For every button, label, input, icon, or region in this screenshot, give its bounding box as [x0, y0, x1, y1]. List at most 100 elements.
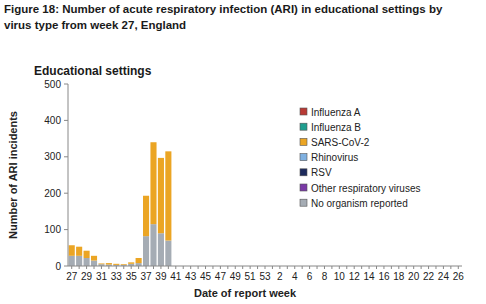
- bar-segment: [150, 142, 156, 224]
- bar-segment: [143, 196, 149, 236]
- x-tick: [79, 266, 80, 269]
- legend-swatch: [300, 169, 307, 176]
- chart: Figure 18: Number of acute respiratory i…: [0, 0, 486, 304]
- x-tick: [175, 266, 176, 269]
- bar-segment: [84, 250, 90, 251]
- bar-segment: [121, 264, 127, 265]
- x-tick: [324, 266, 325, 269]
- bars: [69, 142, 172, 266]
- x-tick: [443, 266, 444, 269]
- x-tick: [250, 266, 251, 269]
- x-tick-label: 27: [66, 271, 78, 282]
- bar-segment: [113, 264, 119, 265]
- legend-label: Other respiratory viruses: [311, 183, 420, 194]
- x-tick-label: 47: [215, 271, 227, 282]
- x-tick: [227, 266, 228, 269]
- bar-segment: [113, 263, 119, 264]
- legend-swatch: [300, 123, 307, 130]
- bar-segment: [113, 264, 119, 265]
- bar-segment: [121, 264, 127, 265]
- bar-segment: [128, 263, 134, 264]
- bar-segment: [91, 256, 97, 261]
- x-tick: [272, 266, 273, 269]
- bar-segment: [150, 142, 156, 143]
- legend-swatch: [300, 199, 307, 206]
- x-tick-label: 41: [170, 271, 182, 282]
- legend-swatch: [300, 154, 307, 161]
- legend-label: SARS-CoV-2: [311, 137, 370, 148]
- title: Figure 18: Number of acute respiratory i…: [4, 3, 443, 31]
- x-tick: [279, 266, 280, 269]
- y-tick: [64, 84, 68, 85]
- y-tick-label: 400: [44, 115, 61, 126]
- bar-segment: [113, 263, 119, 264]
- x-tick: [257, 266, 258, 269]
- x-tick: [421, 266, 422, 269]
- x-tick-label: 43: [185, 271, 197, 282]
- x-tick: [116, 266, 117, 269]
- bar-segment: [136, 257, 142, 258]
- legend-swatch: [300, 138, 307, 145]
- bar-segment: [136, 258, 142, 263]
- legend-label: Influenza B: [311, 122, 361, 133]
- x-tick-label: 4: [292, 271, 298, 282]
- bar-segment: [98, 264, 104, 265]
- bar-segment: [69, 245, 75, 246]
- bar-segment: [158, 158, 164, 233]
- y-tick-label: 500: [44, 79, 61, 90]
- x-tick: [108, 266, 109, 269]
- x-tick: [198, 266, 199, 269]
- bar-segment: [113, 264, 119, 265]
- bar-segment: [128, 262, 134, 263]
- bar-segment: [143, 195, 149, 196]
- y-axis-label: Number of ARI incidents: [7, 111, 19, 239]
- x-tick-label: 39: [155, 271, 167, 282]
- x-tick: [369, 266, 370, 269]
- x-tick: [294, 266, 295, 269]
- bar-segment: [150, 142, 156, 143]
- bar-segment: [98, 264, 104, 265]
- x-tick-label: 35: [126, 271, 138, 282]
- x-tick: [86, 266, 87, 269]
- x-tick: [138, 266, 139, 269]
- x-tick: [183, 266, 184, 269]
- x-tick: [212, 266, 213, 269]
- x-tick-label: 2: [277, 271, 283, 282]
- x-tick-label: 31: [96, 271, 108, 282]
- legend-swatch: [300, 108, 307, 115]
- x-tick: [339, 266, 340, 269]
- x-tick: [160, 266, 161, 269]
- x-tick-label: 53: [259, 271, 271, 282]
- x-tick-label: 16: [378, 271, 390, 282]
- bar-segment: [98, 264, 104, 265]
- bar-segment: [165, 151, 171, 152]
- bar-segment: [106, 263, 112, 264]
- y-tick-label: 100: [44, 224, 61, 235]
- legend: Influenza AInfluenza BSARS-CoV-2Rhinovir…: [300, 107, 420, 209]
- y-tick: [64, 266, 68, 267]
- x-axis-label: Date of report week: [194, 287, 297, 299]
- y-tick-label: 0: [55, 261, 61, 272]
- x-tick: [168, 266, 169, 269]
- bar-segment: [98, 263, 104, 264]
- x-tick-label: 37: [140, 271, 152, 282]
- x-tick-label: 45: [200, 271, 212, 282]
- bar-segment: [128, 263, 134, 264]
- x-tick: [398, 266, 399, 269]
- x-tick: [428, 266, 429, 269]
- bar-segment: [76, 246, 82, 247]
- bar-segment: [91, 261, 97, 266]
- bar-segment: [121, 264, 127, 265]
- x-tick: [309, 266, 310, 269]
- legend-label: RSV: [311, 167, 332, 178]
- bar-segment: [91, 255, 97, 256]
- x-tick: [361, 266, 362, 269]
- x-tick-label: 26: [453, 271, 465, 282]
- bar-segment: [98, 263, 104, 265]
- bar-segment: [69, 256, 75, 266]
- x-tick: [265, 266, 266, 269]
- x-tick-label: 49: [230, 271, 242, 282]
- y-tick: [64, 156, 68, 157]
- bar-segment: [128, 263, 134, 264]
- bar-segment: [106, 263, 112, 264]
